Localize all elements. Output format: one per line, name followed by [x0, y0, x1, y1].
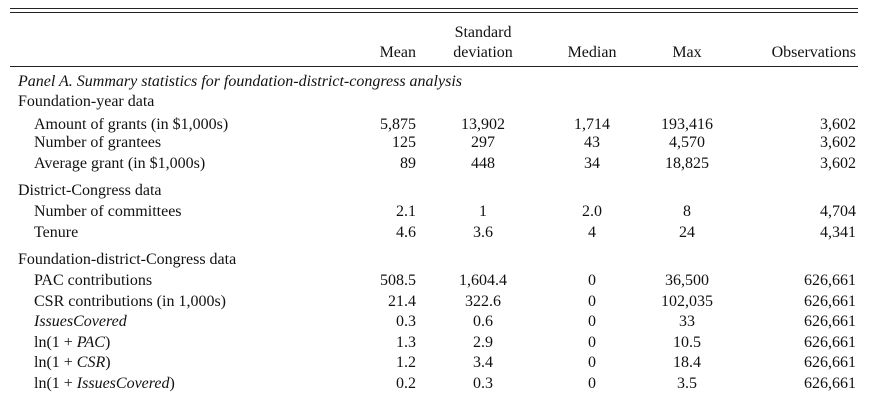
- row-label: ln(1 + IssuesCovered): [34, 375, 175, 393]
- row-label: Average grant (in $1,000s): [34, 155, 206, 172]
- row-obs: 626,661: [804, 354, 856, 371]
- row-label: Number of grantees: [34, 134, 162, 151]
- row-max: 3.5: [677, 375, 697, 392]
- row-max: 18.4: [673, 354, 701, 371]
- row-mean: 5,875: [380, 116, 416, 133]
- row-mean: 2.1: [396, 203, 416, 220]
- row-label: Number of committees: [34, 203, 182, 220]
- row-sd: 3.4: [473, 354, 493, 371]
- row-mean: 89: [400, 155, 416, 172]
- row-median: 43: [584, 134, 600, 151]
- row-median: 1,714: [574, 116, 610, 133]
- section-title: Foundation-district-Congress data: [18, 251, 237, 268]
- row-mean: 21.4: [388, 293, 416, 310]
- row-mean: 0.2: [396, 375, 416, 392]
- header-sd-line1: Standard: [454, 24, 512, 41]
- row-obs: 3,602: [820, 116, 856, 133]
- label-suffix: ): [169, 375, 175, 392]
- row-median: 0: [588, 293, 596, 310]
- row-sd: 13,902: [461, 116, 505, 133]
- row-obs: 3,602: [820, 134, 856, 151]
- row-median: 0: [588, 313, 596, 330]
- row-max: 36,500: [665, 272, 709, 289]
- row-label: ln(1 + PAC): [34, 334, 110, 352]
- top-rule-1: [10, 8, 858, 9]
- label-prefix: ln(1 +: [34, 334, 77, 351]
- row-obs: 626,661: [804, 293, 856, 310]
- row-mean: 1.3: [396, 334, 416, 351]
- row-label: PAC contributions: [34, 272, 153, 289]
- row-max: 18,825: [665, 155, 709, 172]
- section-title: Foundation-year data: [18, 93, 155, 110]
- row-label: IssuesCovered: [34, 313, 127, 330]
- row-obs: 626,661: [804, 313, 856, 330]
- header-rule: [10, 66, 858, 67]
- row-obs: 626,661: [804, 334, 856, 351]
- row-median: 0: [588, 272, 596, 289]
- row-max: 8: [683, 203, 691, 220]
- row-max: 10.5: [673, 334, 701, 351]
- row-sd: 1,604.4: [459, 272, 507, 289]
- top-rule-2: [10, 12, 858, 13]
- label-variable: CSR: [76, 354, 106, 371]
- row-median: 0: [588, 375, 596, 392]
- row-max: 193,416: [661, 116, 713, 133]
- header-mean: Mean: [379, 44, 416, 61]
- header-median: Median: [567, 44, 617, 61]
- header-observations: Observations: [771, 44, 856, 61]
- row-max: 102,035: [661, 293, 713, 310]
- row-median: 2.0: [582, 203, 602, 220]
- row-median: 0: [588, 334, 596, 351]
- row-label: CSR contributions (in 1,000s): [34, 293, 227, 310]
- row-label: Tenure: [34, 224, 79, 241]
- row-median: 0: [588, 354, 596, 371]
- row-max: 24: [679, 224, 695, 241]
- label-variable: IssuesCovered: [76, 375, 170, 392]
- label-prefix: ln(1 +: [34, 375, 77, 392]
- label-suffix: ): [105, 354, 111, 371]
- row-sd: 0.3: [473, 375, 493, 392]
- row-mean: 4.6: [396, 224, 416, 241]
- row-obs: 4,341: [820, 224, 856, 241]
- row-mean: 508.5: [380, 272, 416, 289]
- row-obs: 626,661: [804, 272, 856, 289]
- row-obs: 3,602: [820, 155, 856, 172]
- header-max: Max: [672, 44, 702, 61]
- section-title: District-Congress data: [18, 182, 162, 199]
- row-obs: 626,661: [804, 375, 856, 392]
- row-mean: 0.3: [396, 313, 416, 330]
- row-sd: 3.6: [473, 224, 493, 241]
- label-prefix: ln(1 +: [34, 354, 77, 371]
- header-sd-line2: deviation: [453, 44, 513, 61]
- label-suffix: ): [104, 334, 111, 351]
- row-median: 34: [584, 155, 600, 172]
- row-sd: 448: [471, 155, 495, 172]
- row-label: Amount of grants (in $1,000s): [34, 116, 229, 133]
- row-sd: 322.6: [465, 293, 501, 310]
- row-sd: 1: [479, 203, 487, 220]
- row-sd: 2.9: [473, 334, 493, 351]
- row-sd: 297: [471, 134, 495, 151]
- panel-title: Panel A. Summary statistics for foundati…: [18, 73, 462, 90]
- row-max: 4,570: [669, 134, 705, 151]
- row-label: ln(1 + CSR): [34, 354, 111, 372]
- row-mean: 1.2: [396, 354, 416, 371]
- row-obs: 4,704: [820, 203, 856, 220]
- row-median: 4: [588, 224, 596, 241]
- row-sd: 0.6: [473, 313, 493, 330]
- row-max: 33: [679, 313, 695, 330]
- label-variable: PAC: [76, 334, 105, 351]
- row-mean: 125: [392, 134, 416, 151]
